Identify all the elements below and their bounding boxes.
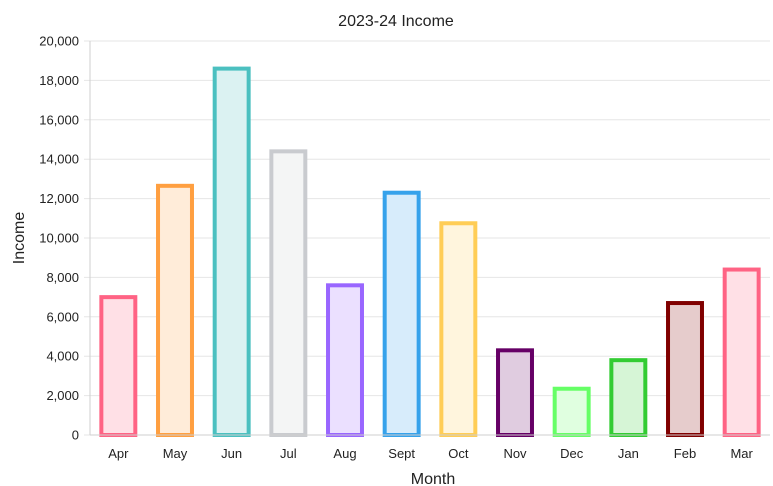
y-tick-label: 4,000	[46, 349, 79, 364]
x-tick-label: Nov	[503, 446, 527, 461]
y-tick-label: 14,000	[39, 152, 79, 167]
y-tick-label: 12,000	[39, 191, 79, 206]
bars	[99, 66, 761, 438]
y-tick-label: 18,000	[39, 73, 79, 88]
bar-apr	[99, 295, 138, 437]
y-tick-label: 6,000	[46, 309, 79, 324]
y-tick-labels: 0 2,000 4,000 6,000 8,000 10,000 12,000 14,000 1…	[39, 34, 79, 443]
x-tick-label: Sept	[388, 446, 415, 461]
bar-jul	[269, 149, 308, 437]
bar-nov	[496, 348, 534, 438]
y-tick-label: 16,000	[39, 112, 79, 127]
y-tick-label: 0	[72, 428, 79, 443]
y-tick-label: 20,000	[39, 34, 79, 49]
x-tick-label: Feb	[674, 446, 696, 461]
bar-aug	[326, 283, 364, 437]
x-tick-labels: Apr May Jun Jul Aug Sept Oct Nov Dec Jan Feb Mar	[108, 446, 753, 461]
x-tick-label: Oct	[448, 446, 469, 461]
bar-sept	[382, 190, 421, 437]
x-tick-label: Apr	[108, 446, 129, 461]
x-tick-label: Jul	[280, 446, 297, 461]
bar-jan	[609, 358, 648, 438]
y-tick-label: 2,000	[46, 388, 79, 403]
bar-dec	[552, 386, 591, 437]
y-tick-label: 10,000	[39, 231, 79, 246]
x-axis-title: Month	[411, 471, 455, 486]
bar-may	[156, 183, 194, 437]
bar-mar	[722, 267, 761, 437]
bar-jun	[212, 66, 251, 438]
x-tick-label: May	[163, 446, 188, 461]
x-tick-label: Jan	[618, 446, 639, 461]
x-tick-label: Mar	[730, 446, 753, 461]
bar-oct	[439, 221, 478, 437]
x-tick-label: Aug	[333, 446, 356, 461]
x-tick-label: Dec	[560, 446, 584, 461]
bar-feb	[666, 301, 704, 438]
y-tick-label: 8,000	[46, 270, 79, 285]
x-tick-label: Jun	[221, 446, 242, 461]
chart-title: 2023-24 Income	[338, 13, 454, 30]
grid-lines	[84, 40, 770, 436]
y-axis-title: Income	[11, 212, 28, 265]
